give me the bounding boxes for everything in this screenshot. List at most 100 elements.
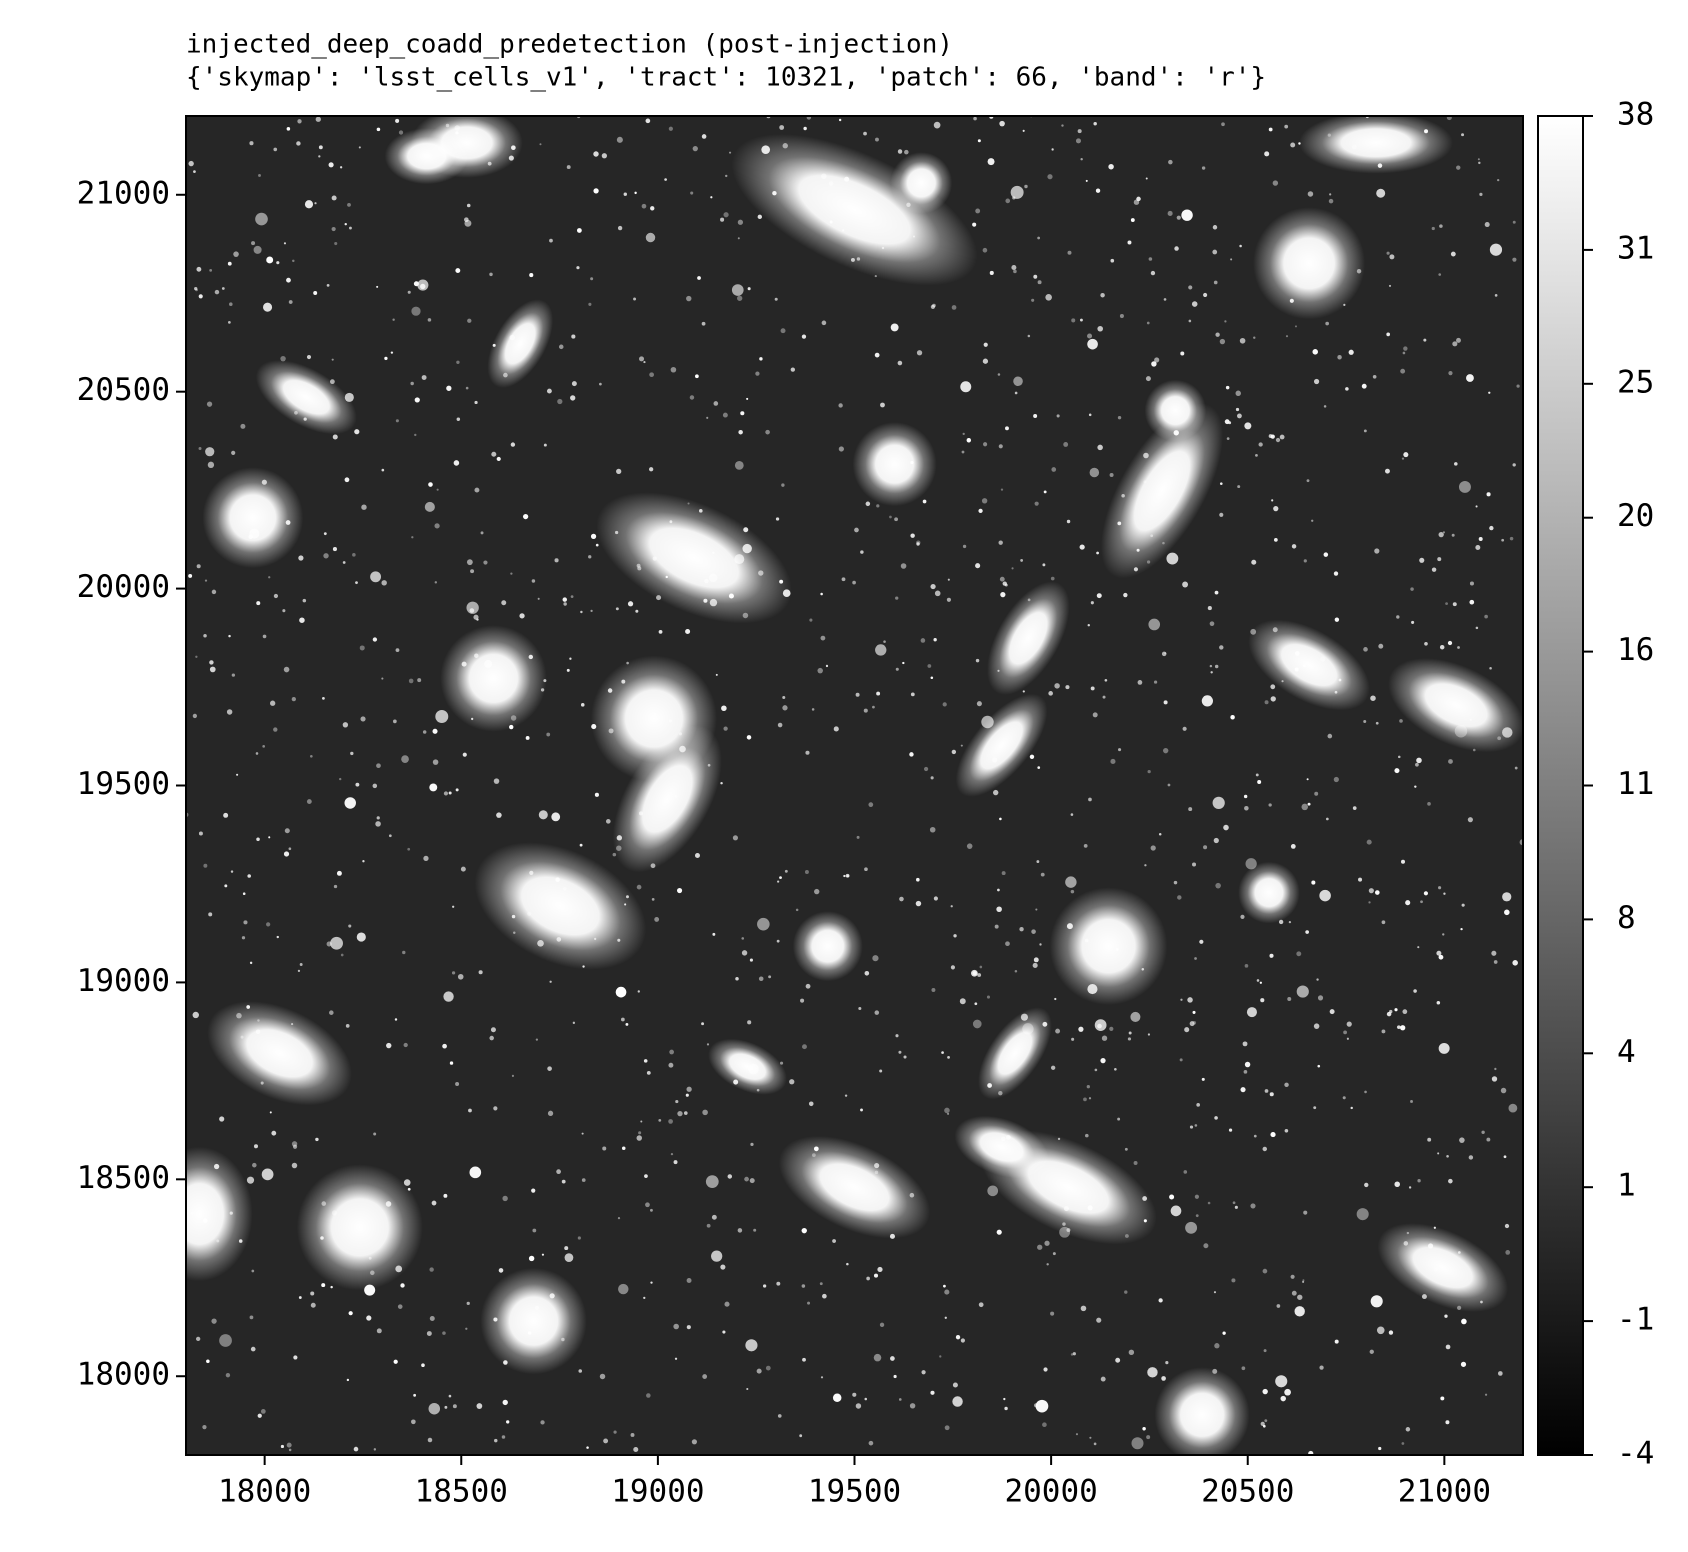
source bbox=[1163, 700, 1168, 705]
source bbox=[206, 1359, 210, 1364]
source bbox=[916, 542, 920, 546]
source bbox=[1348, 349, 1354, 355]
source bbox=[528, 1255, 535, 1262]
source bbox=[686, 1086, 692, 1092]
source bbox=[1090, 601, 1094, 605]
source bbox=[895, 667, 899, 671]
source bbox=[1077, 129, 1082, 134]
source bbox=[1244, 964, 1249, 968]
source bbox=[304, 200, 314, 209]
source bbox=[1079, 544, 1085, 550]
source bbox=[350, 751, 354, 756]
source bbox=[1002, 581, 1007, 586]
source bbox=[1438, 531, 1444, 538]
source bbox=[615, 986, 627, 998]
source bbox=[480, 531, 484, 535]
source bbox=[470, 569, 475, 574]
source bbox=[664, 178, 667, 181]
source bbox=[1242, 1041, 1248, 1047]
source bbox=[775, 517, 780, 521]
source bbox=[1029, 754, 1035, 759]
source bbox=[344, 477, 350, 483]
source bbox=[910, 533, 915, 538]
source bbox=[732, 835, 738, 841]
source bbox=[1050, 1311, 1055, 1316]
source bbox=[298, 555, 304, 561]
source bbox=[670, 1153, 674, 1156]
source bbox=[1456, 165, 1461, 170]
source bbox=[1446, 116, 1452, 121]
bright-galaxy bbox=[708, 1038, 787, 1095]
source bbox=[464, 219, 472, 227]
source bbox=[1199, 939, 1204, 944]
source bbox=[1219, 482, 1223, 485]
source bbox=[879, 1069, 883, 1073]
source bbox=[1290, 1274, 1295, 1279]
source bbox=[428, 1403, 441, 1415]
source bbox=[1144, 864, 1147, 867]
source bbox=[1268, 803, 1272, 807]
source bbox=[1284, 124, 1289, 129]
source bbox=[225, 1372, 231, 1378]
source bbox=[1213, 837, 1219, 844]
source bbox=[539, 143, 542, 146]
source bbox=[1394, 1181, 1400, 1188]
source bbox=[868, 802, 874, 808]
source bbox=[340, 953, 344, 957]
source bbox=[977, 139, 981, 143]
source bbox=[1442, 933, 1445, 936]
source bbox=[996, 906, 1002, 913]
source bbox=[1458, 480, 1471, 493]
source bbox=[411, 306, 421, 316]
source bbox=[1145, 177, 1148, 180]
source bbox=[1456, 337, 1461, 343]
source bbox=[1110, 758, 1116, 765]
source bbox=[373, 1132, 377, 1136]
source bbox=[1491, 1076, 1498, 1082]
source bbox=[1413, 989, 1417, 993]
source bbox=[1188, 319, 1192, 323]
source bbox=[873, 1353, 882, 1362]
source bbox=[1444, 1314, 1448, 1318]
source bbox=[1037, 766, 1041, 769]
source bbox=[801, 334, 807, 339]
bright-galaxy bbox=[1238, 861, 1300, 924]
source bbox=[1117, 1117, 1121, 1121]
source bbox=[196, 1336, 201, 1342]
source bbox=[403, 1042, 408, 1048]
source bbox=[543, 443, 547, 447]
source bbox=[1163, 747, 1169, 754]
source bbox=[1445, 1420, 1450, 1425]
source bbox=[219, 1334, 232, 1347]
source bbox=[1239, 337, 1246, 344]
source bbox=[753, 1228, 757, 1232]
source bbox=[993, 789, 999, 796]
bright-galaxy bbox=[440, 625, 547, 732]
source bbox=[332, 434, 338, 440]
source bbox=[271, 1130, 277, 1136]
source bbox=[506, 1420, 510, 1424]
source bbox=[429, 1315, 435, 1321]
source bbox=[1364, 1182, 1369, 1188]
source bbox=[1078, 1026, 1084, 1032]
source bbox=[449, 1061, 454, 1065]
source bbox=[1262, 1146, 1267, 1152]
source bbox=[1285, 335, 1289, 338]
source bbox=[546, 732, 551, 737]
source bbox=[202, 1425, 207, 1430]
source bbox=[1264, 151, 1270, 157]
source bbox=[348, 1311, 353, 1316]
source bbox=[692, 145, 698, 152]
source bbox=[1313, 378, 1320, 385]
source bbox=[1420, 900, 1423, 904]
source bbox=[326, 941, 332, 947]
source bbox=[1291, 544, 1297, 549]
source bbox=[414, 397, 420, 403]
source bbox=[757, 214, 762, 220]
source bbox=[623, 192, 627, 196]
source bbox=[933, 121, 941, 129]
source bbox=[1372, 374, 1377, 379]
source bbox=[1188, 285, 1193, 290]
source bbox=[1361, 383, 1367, 389]
source bbox=[599, 1373, 606, 1380]
